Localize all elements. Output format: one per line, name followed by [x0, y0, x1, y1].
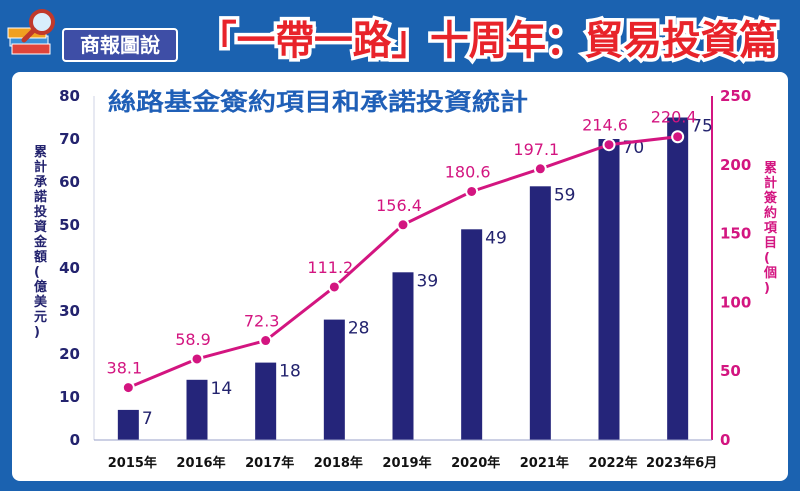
bar-value-label: 7: [142, 409, 153, 429]
x-tick-label: 2016年: [176, 455, 225, 471]
bar-value-label: 14: [211, 379, 233, 399]
line-value-label: 180.6: [445, 162, 491, 181]
line-value-label: 220.4: [651, 108, 697, 127]
line-value-label: 197.1: [513, 140, 559, 159]
y-tick-left: 10: [59, 388, 80, 406]
headline-text: 「一帶一路」十周年：貿易投資篇: [198, 18, 778, 64]
x-tick-label: 2017年: [245, 455, 294, 471]
line-point: [396, 218, 410, 232]
chart: 絲路基金簽約項目和承諾投資統計 0 10 20 30 40 50 60 70 80 0 50 100…: [33, 86, 778, 471]
bar: [667, 117, 689, 440]
line-value-label: 38.1: [107, 359, 143, 378]
x-tick-label: 2021年: [520, 455, 569, 471]
y-tick-right: 150: [720, 225, 751, 243]
x-tick-label: 2020年: [451, 455, 500, 471]
line-series: 38.1 58.9 72.3 111.2 156.4 180.6 197.1 214.6 220…: [107, 108, 697, 395]
y-tick-left: 0: [70, 431, 80, 449]
header: 商報圖說 「一帶一路」十周年：貿易投資篇: [0, 0, 800, 72]
x-tick-label: 2015年: [108, 455, 157, 471]
bar-value-label: 39: [417, 271, 439, 291]
x-tick-label: 2019年: [382, 455, 431, 471]
y-tick-left: 50: [59, 216, 80, 234]
line-value-label: 72.3: [244, 312, 280, 331]
y-axis-label-right: 累計簽約項目(個): [763, 160, 778, 296]
y-axis-label-left: 累計承諾投資金額(億美元): [33, 144, 48, 340]
y-tick-left: 40: [59, 259, 80, 277]
left-axis: 0 10 20 30 40 50 60 70 80: [59, 87, 95, 449]
y-tick-left: 60: [59, 173, 80, 191]
y-tick-left: 30: [59, 302, 80, 320]
y-tick-right: 100: [720, 293, 751, 311]
y-tick-right: 200: [720, 156, 751, 174]
bar: [598, 139, 620, 440]
line-point: [259, 334, 273, 348]
line-value-label: 156.4: [376, 196, 422, 215]
x-tick-label: 2018年: [314, 455, 363, 471]
x-tick-label: 2023年6月: [646, 455, 717, 471]
bar-value-label: 18: [279, 362, 301, 382]
brand-badge: 商報圖說: [62, 28, 178, 62]
line-point: [671, 130, 685, 144]
line-point: [190, 352, 204, 366]
bar-value-label: 75: [691, 117, 713, 137]
y-tick-right: 50: [720, 362, 741, 380]
y-tick-left: 20: [59, 345, 80, 363]
bar: [392, 272, 414, 440]
headline: 「一帶一路」十周年：貿易投資篇: [195, 15, 782, 68]
bar: [529, 186, 551, 440]
bar-value-label: 28: [348, 319, 370, 339]
y-tick-right: 250: [720, 87, 751, 105]
line-value-label: 58.9: [175, 330, 211, 349]
line-point: [602, 138, 616, 152]
y-tick-right: 0: [720, 431, 730, 449]
x-tick-label: 2022年: [588, 455, 637, 471]
book-magnifier-icon: [7, 9, 55, 55]
y-tick-left: 80: [59, 87, 80, 105]
y-tick-left: 70: [59, 130, 80, 148]
bar: [186, 379, 208, 440]
bar-value-label: 49: [485, 228, 507, 248]
bar: [255, 362, 277, 440]
line-point: [533, 162, 547, 176]
right-axis: 0 50 100 150 200 250: [711, 87, 751, 449]
line-value-label: 111.2: [307, 258, 353, 277]
chart-title: 絲路基金簽約項目和承諾投資統計: [108, 88, 528, 116]
bar: [117, 409, 139, 440]
line-value-label: 214.6: [582, 116, 628, 135]
bar: [323, 319, 345, 440]
bar: [461, 229, 483, 440]
line-point: [327, 280, 341, 294]
x-axis: 2015年 2016年 2017年 2018年 2019年 2020年 2021年 2022年…: [94, 439, 717, 471]
chart-panel: 絲路基金簽約項目和承諾投資統計 0 10 20 30 40 50 60 70 80 0 50 100…: [12, 72, 788, 481]
line-point: [121, 381, 135, 395]
line-point: [465, 184, 479, 198]
bar-value-label: 59: [554, 185, 576, 205]
